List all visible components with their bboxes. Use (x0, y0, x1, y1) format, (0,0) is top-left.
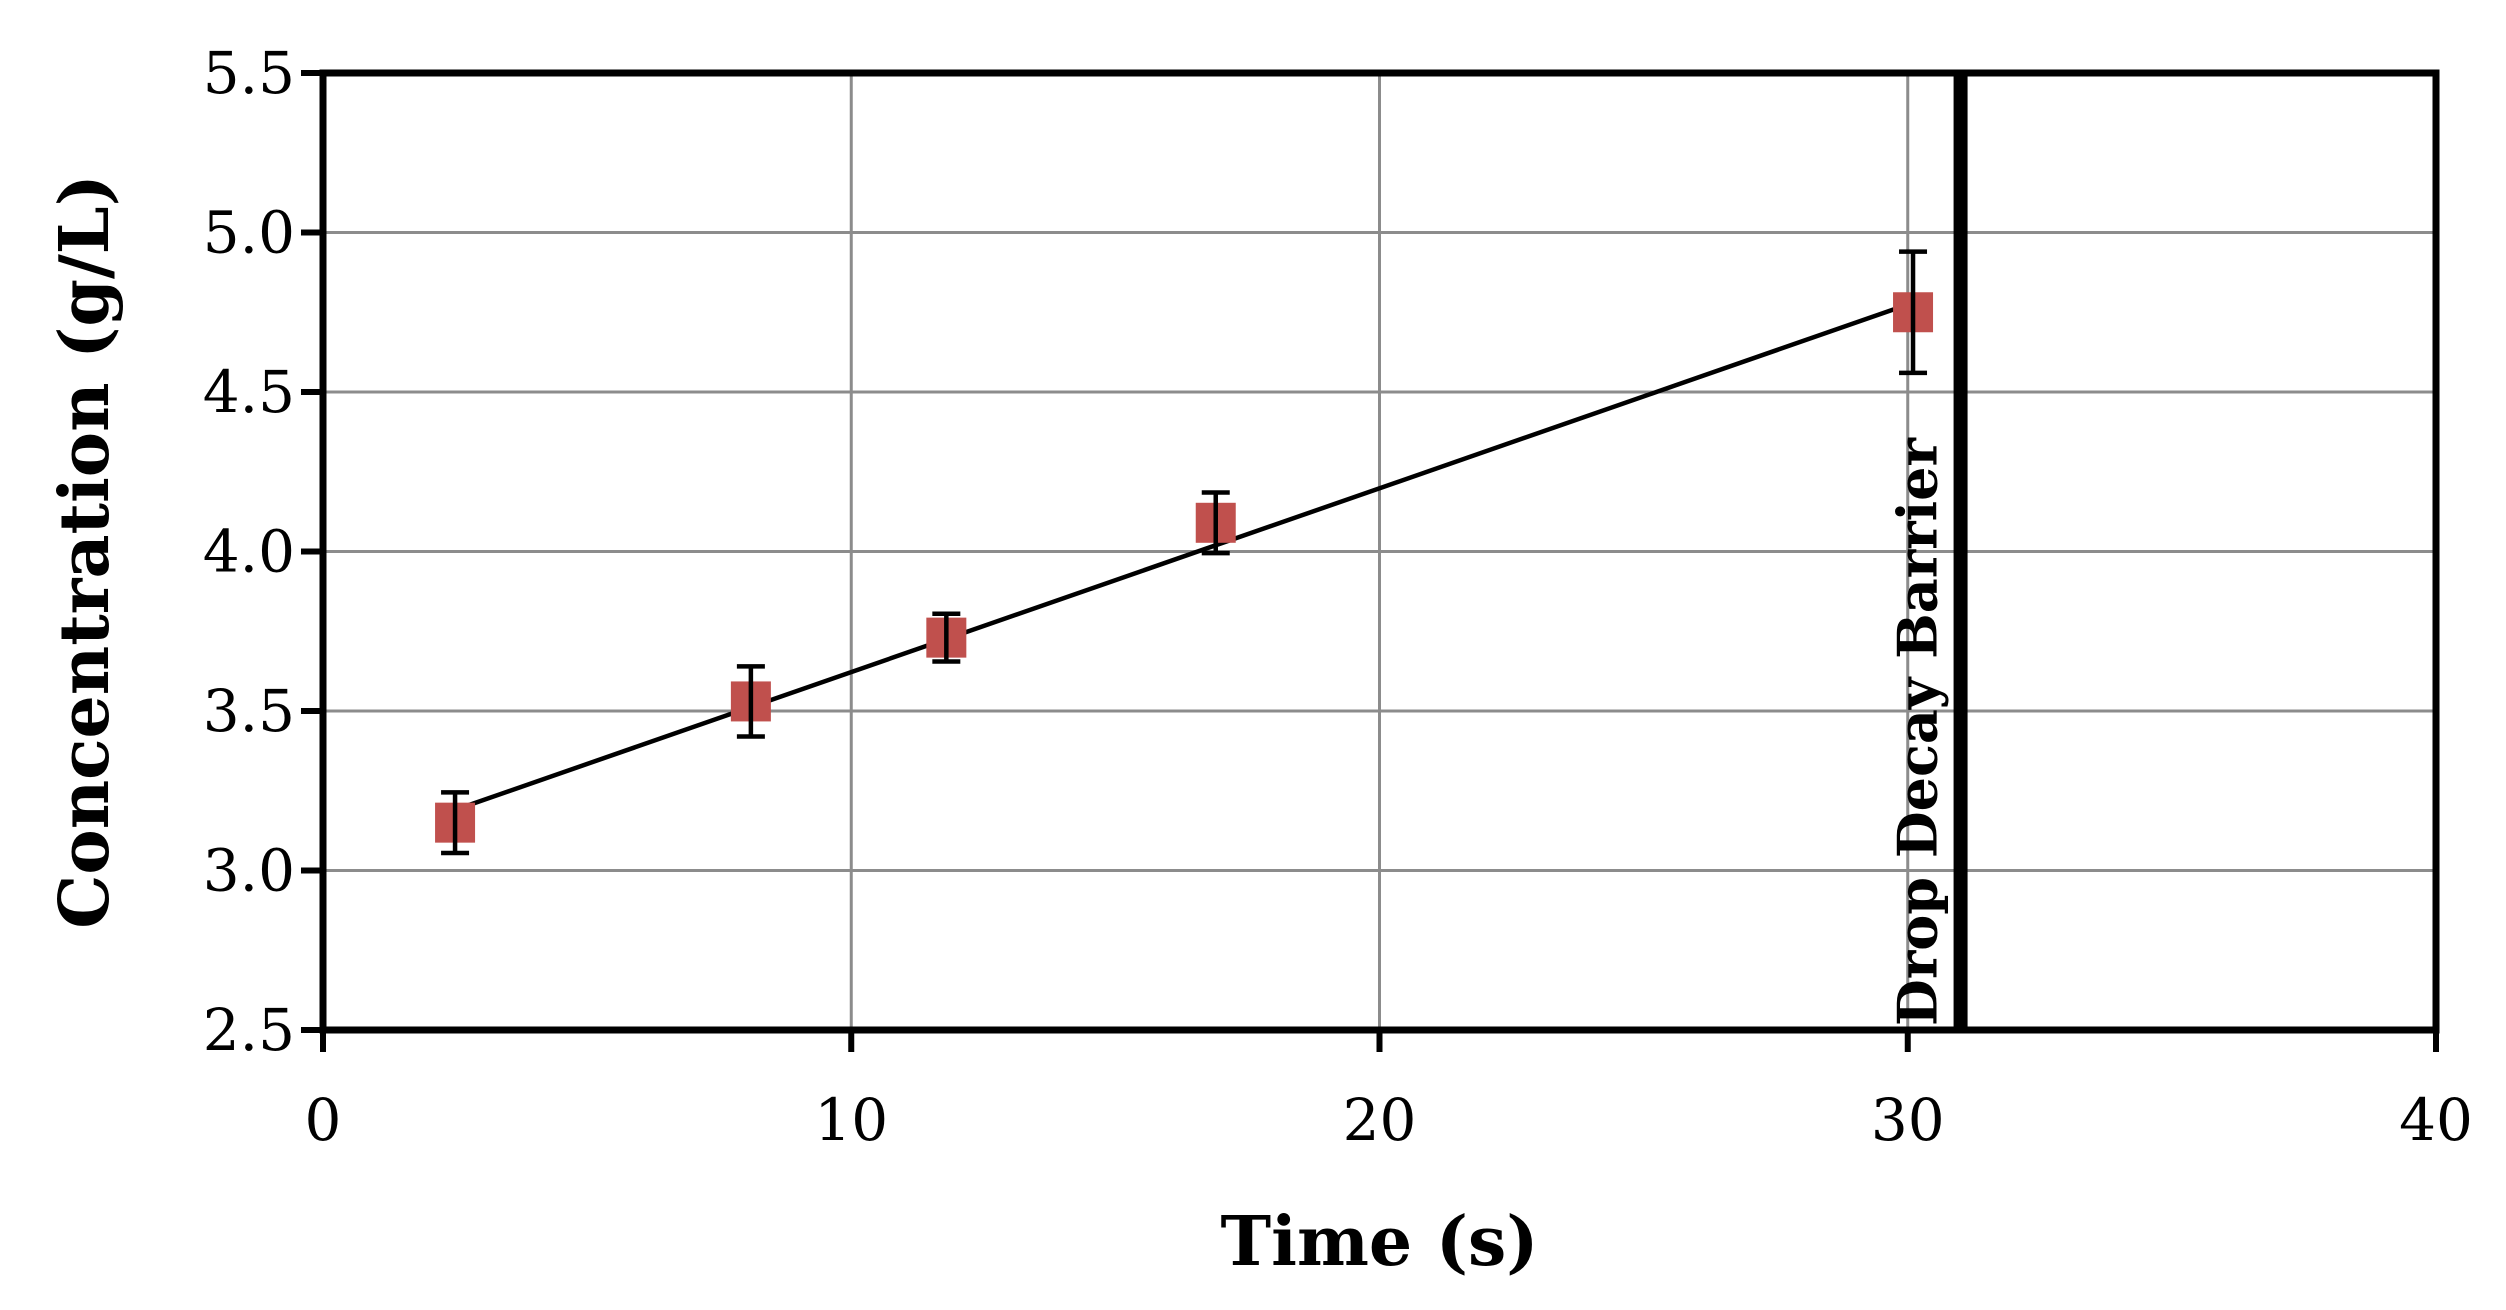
y-tick-label: 4.0 (203, 518, 295, 586)
trendline-layer (454, 300, 1914, 813)
x-tick-label: 20 (1343, 1086, 1417, 1154)
x-tick-label: 10 (814, 1086, 888, 1154)
data-point (730, 664, 771, 739)
data-point (926, 611, 967, 664)
plot-border (319, 69, 2440, 1034)
data-point (435, 790, 476, 856)
y-tick-label: 5.5 (203, 39, 295, 107)
x-tick-label: 30 (1871, 1086, 1945, 1154)
x-tick-label: 40 (2399, 1086, 2473, 1154)
y-tick-label: 5.0 (203, 199, 295, 267)
y-tick-label: 3.5 (203, 677, 295, 745)
y-tick-label: 2.5 (203, 996, 295, 1064)
data-points (435, 249, 1934, 856)
grid (323, 73, 2436, 1030)
y-tick-label: 3.0 (203, 837, 295, 905)
trendline (454, 300, 1914, 813)
barrier-label: Drop Decay Barrier (1886, 438, 1950, 1026)
plot-frame (301, 69, 2440, 1052)
data-point (1893, 249, 1934, 376)
x-tick-label: 0 (305, 1086, 342, 1154)
barrier-layer: Drop Decay Barrier (1886, 73, 1968, 1030)
data-point (1195, 490, 1236, 556)
x-axis-title: Time (s) (1221, 1202, 1539, 1282)
y-tick-label: 4.5 (203, 358, 295, 426)
y-axis-title: Concentration (g/L) (45, 174, 125, 929)
tick-labels: 2.5 3.0 3.5 4.0 4.5 5.0 5.5 0 10 20 30 40 (203, 39, 2473, 1154)
